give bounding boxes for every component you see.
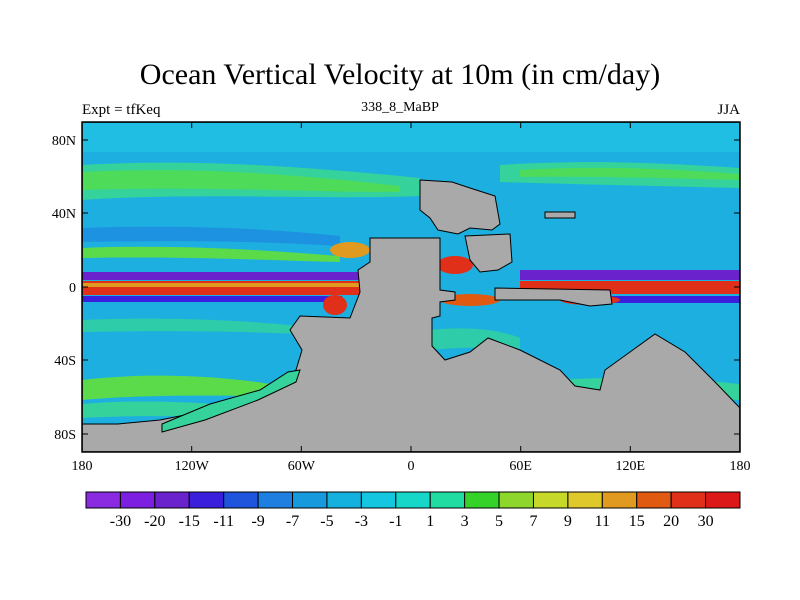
lon-tick-label: 180	[72, 459, 93, 474]
equatorial-downwelling-east-south	[600, 296, 740, 303]
lat-tick-label: 80N	[52, 134, 76, 149]
colorbar-swatch	[188, 491, 225, 509]
lon-tick-label: 120W	[175, 459, 210, 474]
longitude-axis: 180 120W 60W 0 60E 120E 180	[72, 122, 751, 474]
experiment-label: Expt = tfKeq	[82, 102, 161, 118]
equatorial-downwelling-north	[82, 272, 372, 280]
equatorial-downwelling-east	[520, 270, 740, 280]
coastal-hotspot-5	[323, 295, 347, 315]
eastern-strip	[494, 287, 613, 307]
colorbar-swatch	[257, 491, 294, 509]
colorbar-label: -9	[251, 513, 264, 530]
equatorial-downwelling-south	[82, 296, 342, 302]
colorbar-label: 15	[629, 513, 645, 530]
colorbar-label: 30	[698, 513, 714, 530]
colorbar-label: -11	[213, 513, 234, 530]
colorbar-label: -1	[389, 513, 402, 530]
colorbar-swatch	[705, 491, 741, 509]
colorbar: -30 -20 -15 -11 -9 -7 -5 -3 -1 1 3 5 7 9 11 15 20 30	[85, 491, 741, 530]
colorbar-label: -30	[110, 513, 131, 530]
colorbar-swatch	[85, 491, 121, 509]
south-upwelling-band-1	[82, 318, 300, 334]
colorbar-swatch	[670, 491, 707, 509]
north-upwelling-core	[82, 170, 400, 192]
colorbar-swatch	[360, 491, 397, 509]
colorbar-label: 20	[663, 513, 679, 530]
colorbar-label: 11	[595, 513, 610, 530]
coastal-hotspot-2	[437, 256, 473, 274]
land-masses	[82, 179, 740, 452]
tropic-upwelling-north	[82, 246, 340, 262]
map-field	[82, 122, 740, 452]
chart-title: Ocean Vertical Velocity at 10m (in cm/da…	[139, 58, 661, 91]
colorbar-label: 1	[426, 513, 434, 530]
colorbar-swatch	[326, 491, 362, 509]
lon-tick-label: 0	[408, 459, 415, 474]
lon-tick-label: 180	[730, 459, 751, 474]
colorbar-label: -15	[179, 513, 200, 530]
colorbar-swatch	[119, 491, 156, 509]
equatorial-upwelling-edge	[82, 283, 382, 287]
colorbar-label: -5	[320, 513, 333, 530]
colorbar-swatch	[154, 491, 190, 509]
colorbar-label: -3	[355, 513, 368, 530]
colorbar-label: 7	[529, 513, 537, 530]
lon-tick-label: 60E	[509, 459, 532, 474]
asia-block	[464, 233, 513, 273]
colorbar-swatch	[292, 491, 328, 509]
colorbar-swatch	[601, 491, 638, 509]
colorbar-label: 3	[461, 513, 469, 530]
colorbar-swatch	[429, 491, 466, 509]
subtropic-downwelling	[82, 226, 340, 246]
southern-ocean-gap	[161, 369, 301, 433]
season-label: JJA	[717, 102, 740, 118]
colorbar-label: -20	[144, 513, 165, 530]
colorbar-swatch	[395, 491, 431, 509]
east-island	[544, 211, 576, 219]
north-upwelling-core-east	[520, 167, 740, 180]
lon-tick-label: 120E	[616, 459, 646, 474]
north-landmass	[419, 179, 501, 235]
period-label: 338_8_MaBP	[361, 100, 439, 115]
colorbar-swatch	[223, 491, 259, 509]
colorbar-swatch	[532, 491, 569, 509]
colorbar-swatch	[464, 491, 500, 509]
colorbar-label: -7	[286, 513, 299, 530]
colorbar-label: 9	[564, 513, 572, 530]
lat-tick-label: 80S	[54, 428, 76, 443]
coastal-hotspot-1	[330, 242, 370, 258]
south-upwelling-band-2	[82, 375, 270, 400]
lat-tick-label: 40S	[54, 354, 76, 369]
lat-tick-label: 0	[69, 281, 76, 296]
lat-tick-label: 40N	[52, 207, 76, 222]
colorbar-swatch	[636, 491, 672, 509]
latitude-axis: 80N 40N 0 40S 80S	[52, 134, 740, 443]
colorbar-label: 5	[495, 513, 503, 530]
colorbar-swatch	[567, 491, 603, 509]
lon-tick-label: 60W	[288, 459, 316, 474]
colorbar-swatch	[498, 491, 534, 509]
